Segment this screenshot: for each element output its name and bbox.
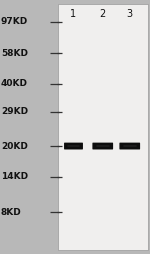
FancyBboxPatch shape — [119, 143, 140, 149]
Text: 8KD: 8KD — [1, 208, 21, 217]
Text: 40KD: 40KD — [1, 79, 28, 88]
Text: 2: 2 — [100, 9, 106, 19]
Text: 20KD: 20KD — [1, 141, 28, 151]
Text: 97KD: 97KD — [1, 17, 28, 26]
Text: 3: 3 — [127, 9, 133, 19]
Text: 58KD: 58KD — [1, 49, 28, 58]
FancyBboxPatch shape — [64, 143, 83, 149]
FancyBboxPatch shape — [92, 143, 113, 149]
Text: 14KD: 14KD — [1, 172, 28, 181]
Text: 1: 1 — [70, 9, 76, 19]
Text: 29KD: 29KD — [1, 107, 28, 116]
Bar — [58, 4, 148, 250]
